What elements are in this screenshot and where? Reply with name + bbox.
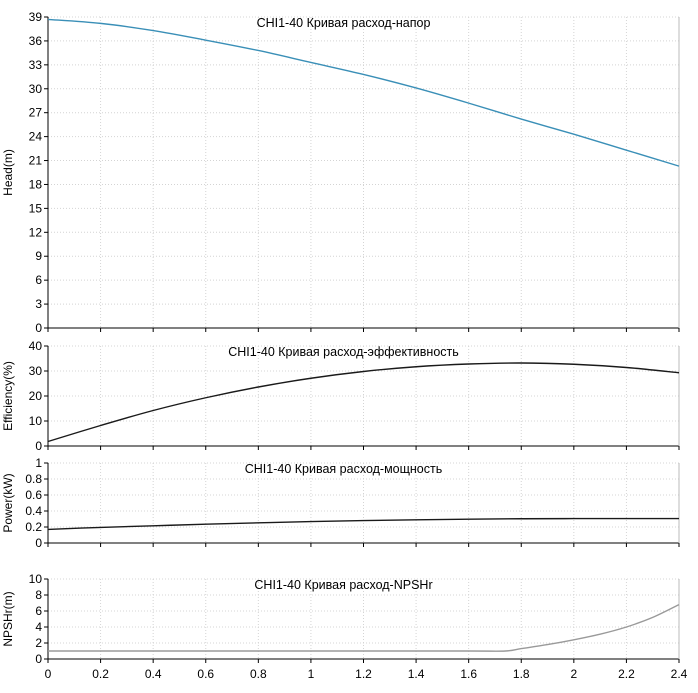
- y-tick-label: 0: [35, 439, 42, 453]
- panel-efficiency: 0 10 20 30 40 CHI1-40 Кривая расход-эффективн…: [1, 339, 680, 453]
- y-axis-label: NPSHr(m): [1, 591, 15, 646]
- y-tick-label: 0: [35, 536, 42, 550]
- y-tick-label: 3: [35, 297, 42, 311]
- y-tick-label: 10: [29, 572, 43, 586]
- y-tick-label: 8: [35, 588, 42, 602]
- x-tick-label: 0: [45, 667, 52, 681]
- y-tick-label: 27: [29, 106, 43, 120]
- y-tick-label: 4: [35, 620, 42, 634]
- panel-power: 0 0.2 0.4 0.6 0.8 1 CHI1-40 Кривая расход-мощн…: [1, 456, 680, 550]
- y-tick-label: 21: [29, 154, 43, 168]
- x-tick-label: 1.6: [460, 667, 477, 681]
- series-line-npshr: [47, 603, 680, 652]
- y-tick-label: 18: [29, 177, 43, 191]
- y-tick-label: 40: [29, 339, 43, 353]
- x-tick-label: 2.2: [618, 667, 635, 681]
- x-tick-label: 0.2: [92, 667, 109, 681]
- x-tick-label: 2: [570, 667, 577, 681]
- x-tick-label: 2.4: [671, 667, 688, 681]
- y-tick-label: 2: [35, 636, 42, 650]
- chart-title: CHI1-40 Кривая расход-мощность: [245, 462, 443, 476]
- chart-title: CHI1-40 Кривая расход-эффективность: [228, 345, 459, 359]
- series-line-efficiency: [47, 362, 680, 443]
- x-tick-label: 1.8: [513, 667, 530, 681]
- y-tick-label: 39: [29, 10, 43, 24]
- y-tick-label: 6: [35, 604, 42, 618]
- panel-npshr: 0 2 4 6 8 10 0 0.2 0.4 0.6 0.8 1 1.2 1.4 1.6 1.8 2 2.2 2.4…: [1, 572, 688, 681]
- x-tick-label: 0.8: [250, 667, 267, 681]
- y-tick-label: 33: [29, 58, 43, 72]
- y-tick-label: 0: [35, 321, 42, 335]
- y-tick-label: 24: [29, 130, 43, 144]
- y-tick-label: 0: [35, 652, 42, 666]
- series-line-power: [47, 517, 680, 531]
- y-tick-label: 12: [29, 225, 43, 239]
- y-axis-label: Efficiency(%): [1, 361, 15, 431]
- x-tick-label: 0.4: [145, 667, 162, 681]
- x-tick-label: 0.6: [197, 667, 214, 681]
- x-tick-label: 1.4: [408, 667, 425, 681]
- y-tick-label: 0.4: [25, 504, 42, 518]
- y-tick-label: 30: [29, 364, 43, 378]
- y-tick-label: 0.2: [25, 520, 42, 534]
- y-tick-label: 0.6: [25, 488, 42, 502]
- x-tick-label: 1.2: [355, 667, 372, 681]
- chart-title: CHI1-40 Кривая расход-напор: [257, 16, 431, 30]
- chart-title: CHI1-40 Кривая расход-NPSHr: [254, 578, 432, 592]
- y-tick-label: 1: [35, 456, 42, 470]
- series-line-head: [47, 18, 680, 167]
- y-tick-label: 10: [29, 414, 43, 428]
- y-axis-label: Head(m): [1, 149, 15, 196]
- y-tick-label: 20: [29, 389, 43, 403]
- y-tick-label: 0.8: [25, 472, 42, 486]
- y-tick-label: 15: [29, 201, 43, 215]
- x-tick-label: 1: [308, 667, 315, 681]
- y-tick-label: 6: [35, 273, 42, 287]
- y-tick-label: 36: [29, 34, 43, 48]
- y-axis-label: Power(kW): [1, 473, 15, 532]
- y-tick-label: 30: [29, 82, 43, 96]
- y-tick-label: 9: [35, 249, 42, 263]
